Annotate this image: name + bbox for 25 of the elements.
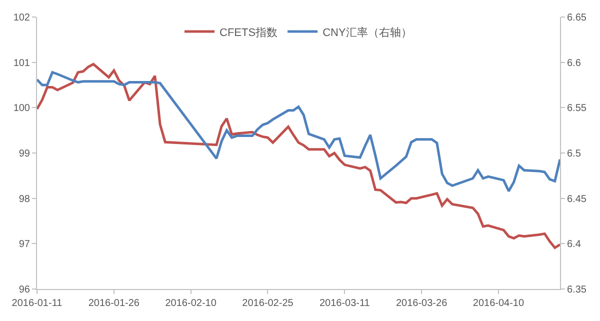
- y2-tick-label: 6.45: [567, 194, 587, 205]
- line-series: [37, 62, 560, 249]
- x-tick-label: 2016-02-25: [242, 298, 294, 309]
- line-series: [37, 71, 560, 192]
- y-tick-label: 100: [13, 103, 30, 114]
- y-tick-label: 97: [18, 239, 30, 250]
- legend-label: CNY汇率（右轴）: [322, 26, 412, 39]
- y2-tick-label: 6.35: [567, 284, 587, 296]
- x-tick-label: 2016-02-10: [165, 298, 217, 309]
- y-tick-label: 99: [18, 148, 30, 160]
- y-tick-label: 102: [13, 12, 30, 24]
- y-tick-label: 98: [18, 194, 30, 205]
- x-tick-label: 2016-03-11: [319, 298, 370, 309]
- y-tick-label: 96: [18, 284, 30, 296]
- legend-label: CFETS指数: [220, 26, 278, 39]
- x-tick-label: 2016-01-26: [88, 298, 140, 309]
- y2-tick-label: 6.5: [567, 148, 582, 160]
- y2-tick-label: 6.55: [567, 103, 587, 114]
- y2-tick-label: 6.65: [567, 12, 587, 24]
- y2-tick-label: 6.4: [567, 239, 582, 250]
- y2-tick-label: 6.6: [567, 58, 582, 69]
- y-tick-label: 101: [13, 58, 30, 69]
- x-tick-label: 2016-03-26: [396, 298, 448, 309]
- x-tick-label: 2016-01-11: [12, 298, 63, 309]
- x-tick-label: 2016-04-10: [472, 298, 524, 309]
